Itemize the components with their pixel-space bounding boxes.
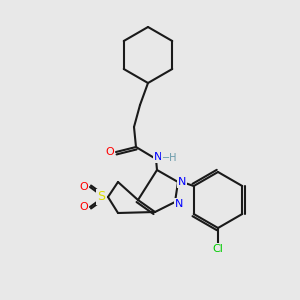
Text: N: N (178, 177, 186, 187)
Text: N: N (175, 199, 183, 209)
Text: S: S (97, 190, 105, 203)
Text: N: N (154, 152, 162, 162)
Text: −H: −H (162, 153, 178, 163)
Text: O: O (80, 202, 88, 212)
Text: Cl: Cl (213, 244, 224, 254)
Text: O: O (106, 147, 114, 157)
Text: O: O (80, 182, 88, 192)
